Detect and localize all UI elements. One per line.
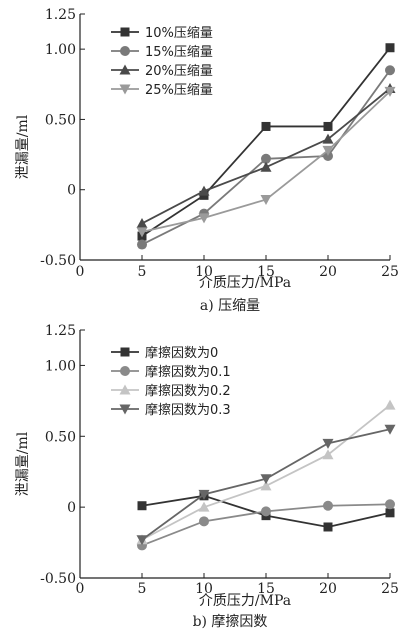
data-point <box>198 185 210 196</box>
x-tick-label: 5 <box>138 581 147 597</box>
y-axis-title: 泄漏量/ml <box>15 431 31 496</box>
x-tick-label: 0 <box>76 264 85 280</box>
data-point <box>198 501 210 512</box>
y-tick-label: 0.50 <box>45 429 76 445</box>
legend-marker <box>120 27 130 37</box>
y-tick-label: 0 <box>67 183 76 199</box>
data-point <box>385 65 395 76</box>
data-point <box>137 501 147 511</box>
data-point <box>384 424 396 435</box>
x-tick-label: 10 <box>195 581 213 597</box>
y-axis-title: 泄漏量/ml <box>15 114 31 179</box>
y-tick-label: -0.50 <box>40 253 76 269</box>
data-point <box>260 161 272 172</box>
y-tick-label: 1.25 <box>45 7 76 23</box>
x-tick-label: 5 <box>138 264 147 280</box>
legend-marker <box>119 404 131 415</box>
legend-label: 25%压缩量 <box>145 82 213 98</box>
data-point <box>261 121 271 131</box>
data-point <box>385 508 395 518</box>
data-point <box>260 195 272 206</box>
x-tick-label: 15 <box>257 581 275 597</box>
data-point <box>136 227 148 238</box>
data-point <box>384 86 396 97</box>
legend-label: 摩擦因数为0.1 <box>145 364 231 380</box>
legend-marker <box>119 64 131 75</box>
x-axis-title: 介质压力/MPa <box>199 593 291 609</box>
y-tick-label: 0.50 <box>45 112 76 128</box>
panel-caption: a) 压缩量 <box>200 298 260 314</box>
data-point <box>322 133 334 144</box>
legend-marker <box>120 46 130 56</box>
legend-label: 摩擦因数为0.3 <box>145 402 231 418</box>
legend-label: 摩擦因数为0.2 <box>145 383 231 399</box>
x-tick-label: 25 <box>381 581 399 597</box>
data-point <box>136 217 148 228</box>
legend: 10%压缩量 15%压缩量 20%压缩量 25%压缩量 <box>111 25 213 98</box>
y-tick-label: 1.25 <box>45 323 76 339</box>
y-tick-label: 1.00 <box>45 358 76 374</box>
legend-marker <box>120 347 130 357</box>
data-point <box>260 474 272 485</box>
data-point <box>260 480 272 491</box>
legend-label: 摩擦因数为0 <box>145 345 218 361</box>
x-tick-label: 20 <box>319 581 337 597</box>
x-tick-label: 0 <box>76 581 85 597</box>
data-point <box>323 121 333 131</box>
data-point <box>137 239 147 250</box>
data-point <box>323 500 333 511</box>
legend-marker <box>119 384 131 395</box>
y-tick-label: -0.50 <box>40 571 76 587</box>
panel-caption: b) 摩擦因数 <box>193 613 268 630</box>
legend-label: 15%压缩量 <box>145 44 213 60</box>
data-point <box>384 399 396 410</box>
x-axis-title: 介质压力/MPa <box>199 275 291 291</box>
data-point <box>323 522 333 532</box>
data-point <box>198 489 210 500</box>
data-point <box>322 145 334 156</box>
legend-label: 10%压缩量 <box>145 25 213 41</box>
legend-marker <box>119 84 131 95</box>
legend-label: 20%压缩量 <box>145 63 213 79</box>
y-tick-label: 0 <box>67 500 76 516</box>
x-tick-label: 25 <box>381 264 399 280</box>
data-point <box>385 43 395 53</box>
x-tick-label: 15 <box>257 264 275 280</box>
data-point <box>385 499 395 510</box>
x-tick-label: 10 <box>195 264 213 280</box>
data-point <box>261 506 271 517</box>
data-point <box>136 535 148 546</box>
data-point <box>322 438 334 449</box>
legend-marker <box>120 366 130 376</box>
data-point <box>199 516 209 527</box>
data-point <box>261 153 271 164</box>
y-tick-label: 1.00 <box>45 42 76 58</box>
x-tick-label: 20 <box>319 264 337 280</box>
data-point <box>322 449 334 460</box>
legend: 摩擦因数为0 摩擦因数为0.1 摩擦因数为0.2 摩擦因数为0.3 <box>111 345 231 418</box>
data-point <box>198 213 210 224</box>
